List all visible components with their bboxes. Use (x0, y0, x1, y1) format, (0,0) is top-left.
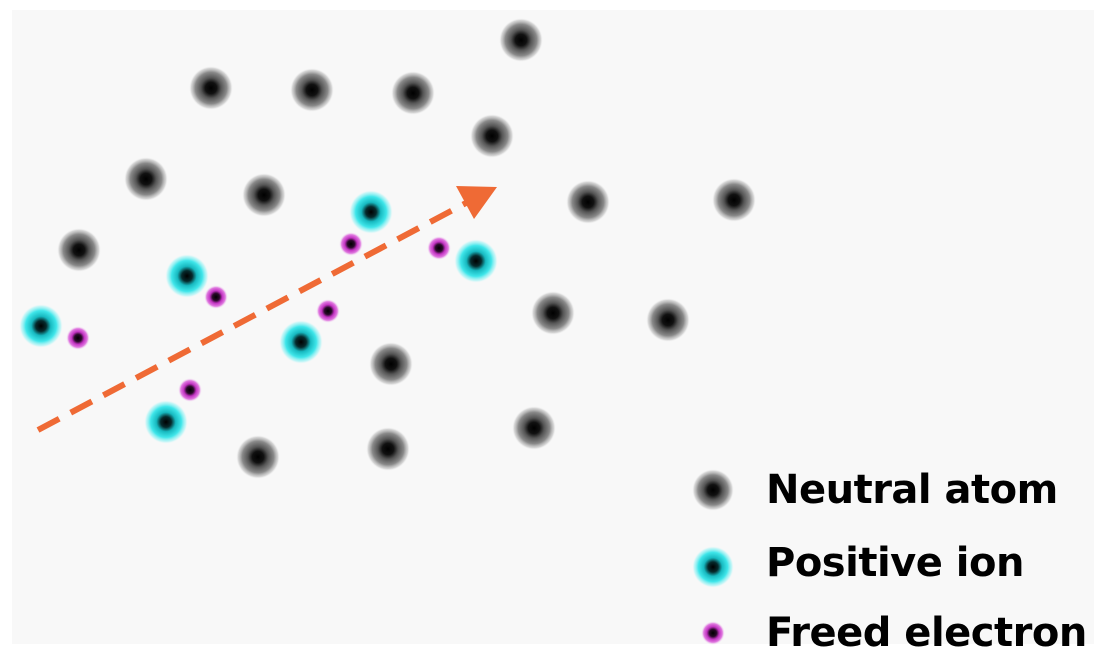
legend-label-neutral-atom: Neutral atom (766, 467, 1058, 513)
freed-electron (339, 232, 363, 256)
freed-electron (204, 285, 228, 309)
positive-ion (144, 400, 188, 444)
neutral-atom (290, 68, 334, 112)
arrow-head (456, 186, 497, 219)
legend-markers (692, 469, 734, 645)
neutral-atom (512, 406, 556, 450)
neutral-atom (124, 157, 168, 201)
positive-ion-icon (692, 546, 734, 588)
neutral-atom (366, 427, 410, 471)
freed-electron-icon (701, 621, 725, 645)
neutral-atom (391, 71, 435, 115)
legend-label-positive-ion: Positive ion (766, 540, 1024, 586)
neutral-atom (369, 342, 413, 386)
neutral-atom (566, 180, 610, 224)
freed-electron (66, 326, 90, 350)
neutral-atom (236, 435, 280, 479)
neutral-atom (499, 18, 543, 62)
legend-label-freed-electron: Freed electron (766, 610, 1087, 654)
dashed-arrow-icon (36, 186, 497, 433)
positive-ion (279, 320, 323, 364)
neutral-atom (189, 66, 233, 110)
neutral-atom (242, 173, 286, 217)
positive-ion (454, 239, 498, 283)
particles-layer (19, 18, 756, 479)
freed-electron (427, 236, 451, 260)
freed-electron (316, 299, 340, 323)
freed-electron (178, 378, 202, 402)
neutral-atom (57, 228, 101, 272)
positive-ion (349, 190, 393, 234)
positive-ion (165, 254, 209, 298)
neutral-atom-icon (692, 469, 734, 511)
positive-ion (19, 304, 63, 348)
dashed-path-line (36, 200, 468, 433)
neutral-atom (646, 298, 690, 342)
neutral-atom (531, 291, 575, 335)
neutral-atom (470, 114, 514, 158)
neutral-atom (712, 178, 756, 222)
